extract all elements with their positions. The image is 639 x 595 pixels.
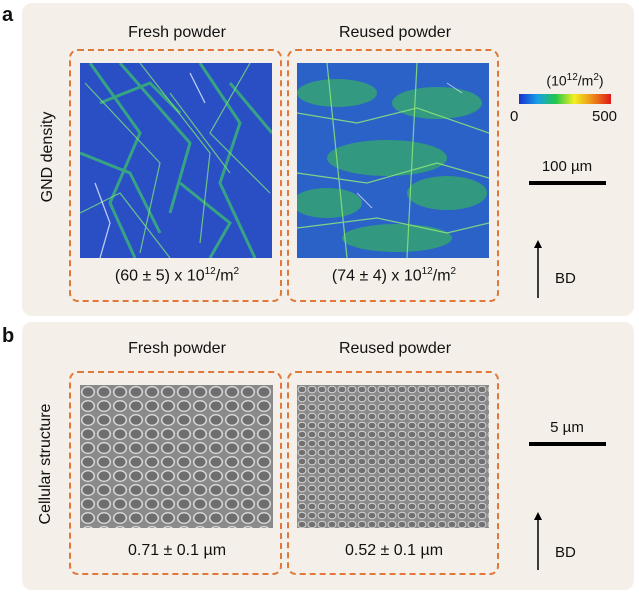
build-direction-label-b: BD (555, 544, 576, 561)
panel-label-b: b (2, 325, 15, 347)
cell-size-fresh: 0.71 ± 0.1 µm (127, 542, 227, 559)
build-direction-label-a: BD (555, 270, 576, 287)
sem-fresh-image (80, 385, 273, 528)
title-fresh-powder-a: Fresh powder (128, 24, 226, 41)
scale-bar-label-a: 100 µm (541, 158, 593, 175)
row-label-gnd-density: GND density (39, 111, 56, 203)
gnd-map-fresh-image (80, 63, 272, 258)
title-reused-powder-a: Reused powder (338, 24, 452, 41)
row-label-cellular-structure: Cellular structure (37, 403, 54, 525)
colorbar-unit: (1012/m2) (546, 72, 604, 89)
gnd-value-reused: (74 ± 4) x 1012/m2 (331, 266, 457, 285)
frame-reused-b (287, 371, 499, 575)
gnd-value-fresh: (60 ± 5) x 1012/m2 (114, 266, 240, 285)
colorbar-max-label: 500 (592, 108, 618, 125)
title-reused-powder-b: Reused powder (338, 340, 452, 357)
panel-label-a: a (2, 4, 14, 26)
scale-bar-label-b: 5 µm (550, 419, 584, 436)
cell-size-reused: 0.52 ± 0.1 µm (344, 542, 444, 559)
build-direction-arrow-b (534, 512, 542, 570)
frame-reused-a (287, 49, 499, 302)
frame-fresh-a (69, 49, 282, 302)
colorbar-min-label: 0 (510, 108, 519, 125)
gnd-map-reused-image (297, 63, 489, 258)
colorbar (519, 94, 611, 104)
frame-fresh-b (69, 371, 282, 575)
title-fresh-powder-b: Fresh powder (128, 340, 226, 357)
scale-bar-b (529, 442, 606, 446)
sem-reused-image (297, 385, 489, 528)
build-direction-arrow-a (534, 240, 542, 298)
scale-bar-a (529, 181, 606, 185)
